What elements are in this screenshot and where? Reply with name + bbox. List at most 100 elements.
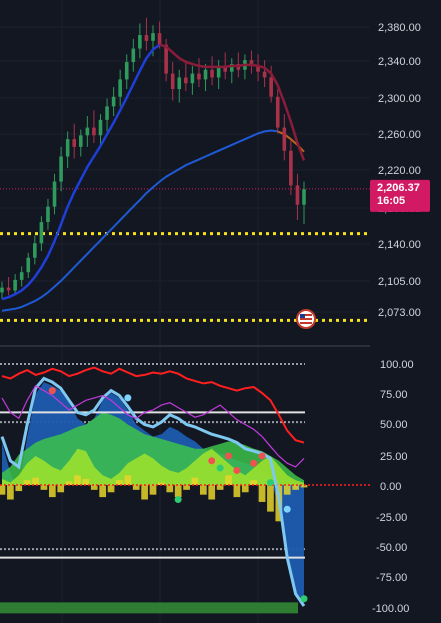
candle-body <box>26 257 31 273</box>
candle-body <box>295 185 300 205</box>
price-tick-label: 2,380.00 <box>378 22 421 34</box>
candle-body <box>19 272 24 280</box>
candle-body <box>302 189 306 205</box>
histogram-bar <box>158 482 165 485</box>
histogram-bar <box>250 480 258 485</box>
candle-body <box>52 181 57 207</box>
candle-body <box>223 65 228 72</box>
histogram-bar <box>191 477 199 485</box>
price-tag-countdown: 16:05 <box>377 195 405 207</box>
candle-body <box>105 106 109 120</box>
candle-body <box>203 69 208 80</box>
signal-dot-cyan <box>283 505 291 513</box>
histogram-bar <box>267 485 274 512</box>
candle-body <box>0 287 4 293</box>
ema-fast-line-falling <box>159 43 306 161</box>
histogram-bar <box>166 485 174 493</box>
histogram-bar <box>283 485 291 495</box>
candle-body <box>269 77 273 97</box>
price-tick-label: 2,140.00 <box>378 239 421 251</box>
oscillator-red-line <box>1 366 305 444</box>
candle-body <box>72 139 77 147</box>
histogram-bar <box>149 485 157 495</box>
price-tag-background <box>370 179 430 212</box>
oscillator-pane[interactable] <box>0 363 370 614</box>
signal-dot-green <box>266 479 274 487</box>
candle-body <box>138 35 142 49</box>
signal-dot-red <box>258 452 266 460</box>
histogram-bar <box>74 475 81 485</box>
flag-canton <box>300 314 305 318</box>
oscillator-light-blue-line <box>0 376 306 607</box>
candle-body <box>92 127 96 136</box>
price-tick-label: 2,300.00 <box>378 93 421 105</box>
histogram-bar <box>23 480 31 485</box>
osc-tick-label: 0.00 <box>380 481 401 493</box>
signal-dot-cyan <box>124 394 132 402</box>
candle-body <box>164 44 168 74</box>
candle-body <box>262 71 267 78</box>
histogram-bar <box>0 485 6 495</box>
candle-body <box>157 33 162 45</box>
histogram-bar <box>82 478 90 485</box>
flag-stripe <box>300 314 312 316</box>
candle-body <box>170 73 175 90</box>
signal-dot-green <box>174 496 182 504</box>
histogram-bar <box>258 485 266 502</box>
osc-tick-label: 25.00 <box>380 451 408 463</box>
histogram-bar <box>183 485 190 490</box>
histogram-bar <box>90 485 98 490</box>
candle-body <box>111 96 116 107</box>
price-axis[interactable]: 2,380.00 2,340.00 2,300.00 2,260.00 2,22… <box>378 22 421 319</box>
osc-tick-label: 50.00 <box>380 419 408 431</box>
oscillator-magenta-line <box>1 384 305 468</box>
flag-stripe <box>300 322 312 324</box>
histogram-bar <box>141 485 148 500</box>
histogram-bar <box>57 485 65 493</box>
candle-body <box>131 48 136 63</box>
histogram-bar <box>40 485 48 490</box>
histogram-bar <box>241 485 249 493</box>
oscillator-axis[interactable]: 100.00 75.00 50.00 25.00 0.00 -25.00 -50… <box>372 359 414 615</box>
candle-body <box>13 279 17 291</box>
candle-body <box>275 96 280 128</box>
candle-body <box>216 65 221 78</box>
candle-body <box>229 63 234 72</box>
histogram-bar <box>132 485 140 490</box>
osc-tick-label: -25.00 <box>376 512 407 524</box>
us-flag-icon[interactable] <box>296 309 316 329</box>
candle-body <box>118 79 122 97</box>
histogram-bar <box>292 485 299 490</box>
price-tag-value: 2,206.37 <box>377 182 420 194</box>
candle-body <box>282 127 287 151</box>
histogram-bar <box>107 485 115 493</box>
ema-slow-line <box>1 129 278 312</box>
candle-body <box>39 222 44 244</box>
histogram-bar <box>99 485 107 498</box>
candle-body <box>256 65 260 72</box>
signal-dot-red <box>233 466 241 474</box>
candle-body <box>151 33 155 41</box>
histogram-bar <box>32 477 39 485</box>
candle-body <box>33 243 37 258</box>
candlestick-series <box>0 17 306 300</box>
price-tick-label: 2,073.00 <box>378 307 421 319</box>
osc-tick-label: -50.00 <box>376 542 407 554</box>
candle-body <box>210 69 214 78</box>
candle-body <box>65 139 70 157</box>
signal-dot-red <box>208 457 216 465</box>
histogram-bar <box>116 480 123 485</box>
flag-stripe <box>300 318 312 320</box>
osc-tick-label: -75.00 <box>376 572 407 584</box>
price-tick-label: 2,220.00 <box>378 165 421 177</box>
candle-body <box>98 119 103 136</box>
price-tick-label: 2,340.00 <box>378 56 421 68</box>
candle-body <box>177 77 182 90</box>
histogram-bar <box>65 481 73 485</box>
signal-dot-red <box>225 452 232 460</box>
signal-dot-red <box>48 387 56 395</box>
candle-body <box>124 62 129 80</box>
candle-body <box>190 73 195 84</box>
ema-fast-line-rising <box>1 43 161 301</box>
